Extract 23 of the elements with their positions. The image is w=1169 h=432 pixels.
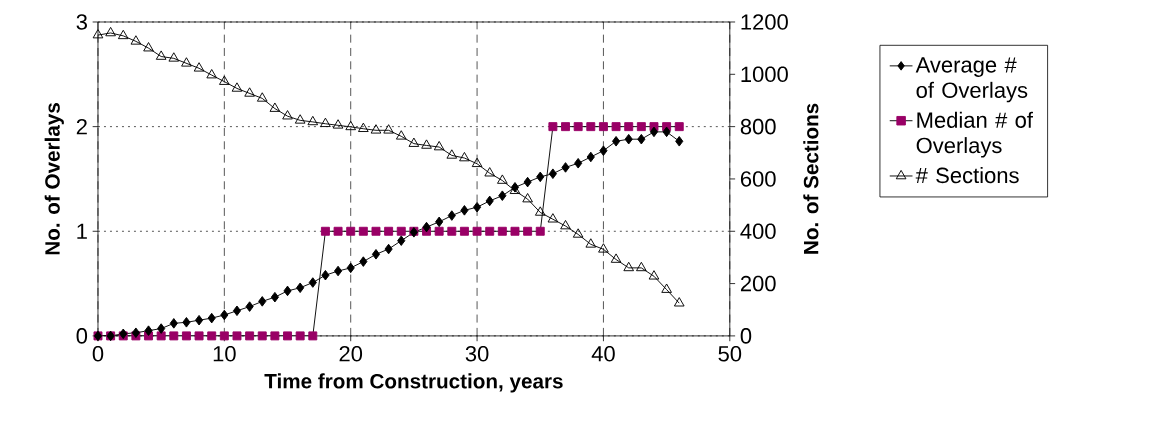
legend-label: Average # of Overlays — [915, 57, 1028, 103]
y2-tick-label: 400 — [740, 223, 776, 240]
y2-axis-title: No. of Sections — [803, 103, 819, 254]
y2-tick-label: 1000 — [741, 66, 788, 83]
x-tick-label: 50 — [718, 346, 742, 362]
y-axis-title: No. of Overlays — [44, 103, 64, 255]
x-tick-label: 40 — [591, 346, 615, 362]
y2-tick-label: 800 — [740, 118, 776, 135]
y2-tick-label: 0 — [740, 328, 752, 344]
y-tick-label: 3 — [76, 14, 87, 30]
y2-tick-label: 200 — [740, 275, 776, 292]
y2-tick-label: 1200 — [741, 14, 788, 30]
x-tick-label: 20 — [339, 346, 363, 362]
x-tick-label: 30 — [465, 346, 489, 362]
y2-tick-label: 600 — [740, 171, 776, 187]
x-tick-label: 0 — [92, 346, 104, 362]
y-tick-label: 0 — [76, 328, 88, 344]
legend-label: # Sections — [915, 167, 1019, 184]
x-tick-label: 10 — [213, 346, 236, 362]
legend-label: Median # of Overlays — [916, 111, 1033, 158]
x-axis-title: Time from Construction, years — [264, 373, 563, 393]
y-tick-label: 1 — [77, 223, 87, 239]
y-tick-label: 2 — [76, 119, 87, 135]
